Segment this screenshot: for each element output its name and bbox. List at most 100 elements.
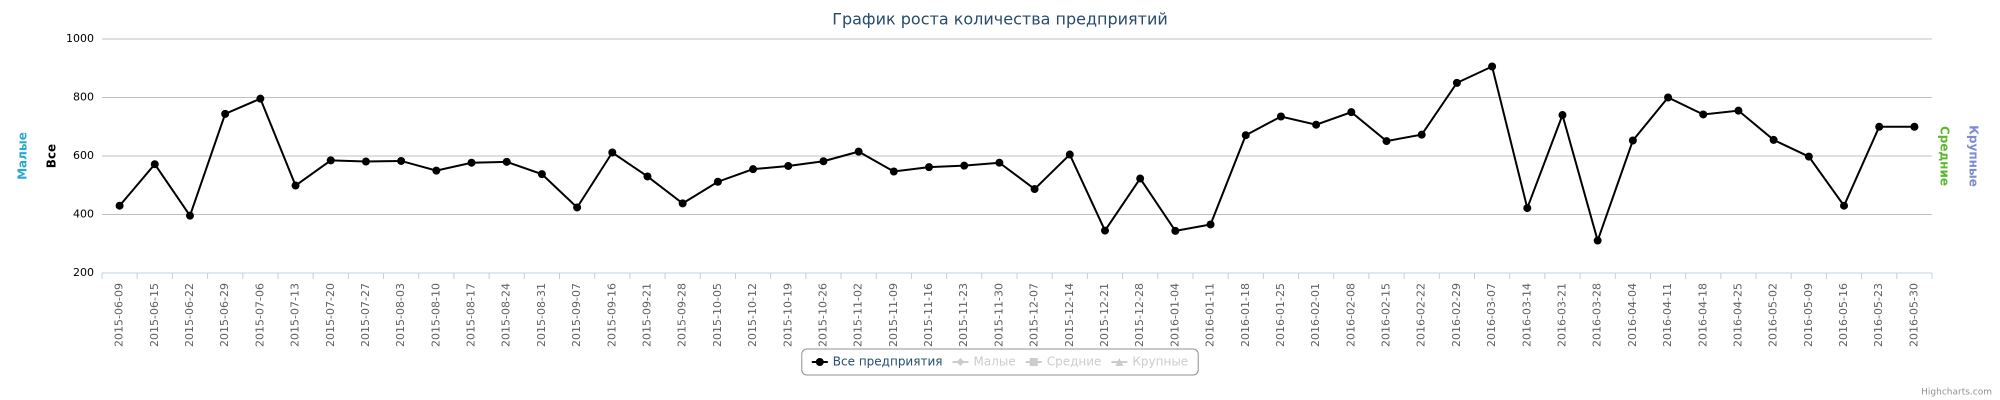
- x-tick-label: 2016-04-18: [1696, 283, 1709, 347]
- x-tick-label: 2016-03-14: [1520, 283, 1533, 347]
- x-tick-label: 2016-02-08: [1344, 283, 1357, 347]
- legend-item[interactable]: Все предприятия: [833, 355, 943, 369]
- data-point: [1734, 106, 1743, 115]
- data-point: [713, 177, 722, 186]
- data-point: [1347, 108, 1356, 117]
- x-tick-label: 2015-08-10: [429, 283, 442, 347]
- y-axis-title: Крупные: [1967, 125, 1981, 187]
- data-point: [1875, 122, 1884, 131]
- x-tick-label: 2015-10-12: [746, 283, 759, 347]
- x-tick-label: 2015-09-16: [605, 283, 618, 347]
- x-tick-label: 2015-10-19: [781, 283, 794, 347]
- y-axis-title: Все: [45, 144, 59, 168]
- data-point: [467, 158, 476, 167]
- data-point: [819, 157, 828, 166]
- data-point: [995, 158, 1004, 167]
- legend-item[interactable]: Крупные: [1132, 355, 1188, 369]
- y-tick-label: 800: [73, 91, 94, 104]
- legend-item[interactable]: Малые: [973, 355, 1015, 369]
- data-point: [784, 161, 793, 170]
- data-point: [1628, 136, 1637, 145]
- legend-symbol: [815, 358, 824, 366]
- x-tick-label: 2015-11-09: [887, 283, 900, 347]
- y-axis-title: Малые: [16, 132, 30, 180]
- x-tick-label: 2015-11-16: [922, 283, 935, 347]
- data-point: [1664, 93, 1673, 102]
- legend-box: [801, 348, 1199, 376]
- y-tick-label: 1000: [66, 32, 94, 45]
- credit[interactable]: Highcharts.com: [1921, 388, 1992, 398]
- x-tick-label: 2016-03-07: [1485, 283, 1498, 347]
- data-point: [608, 148, 617, 157]
- data-point: [1699, 110, 1708, 119]
- data-point: [643, 172, 652, 181]
- x-tick-label: 2016-02-22: [1415, 283, 1428, 347]
- x-tick-label: 2015-07-13: [289, 283, 302, 347]
- x-tick-label: 2015-06-22: [183, 283, 196, 347]
- data-point: [960, 161, 969, 170]
- x-tick-label: 2016-05-09: [1802, 283, 1815, 347]
- x-tick-label: 2015-06-29: [218, 283, 231, 347]
- x-tick-label: 2015-12-07: [1028, 283, 1041, 347]
- data-point: [889, 167, 898, 176]
- data-point: [1488, 62, 1497, 71]
- data-point: [115, 201, 124, 210]
- legend-item[interactable]: Средние: [1047, 355, 1102, 369]
- data-point: [678, 199, 687, 208]
- data-point: [1910, 122, 1919, 131]
- data-point: [291, 181, 300, 190]
- x-tick-label: 2015-06-15: [148, 283, 161, 347]
- chart-title: График роста количества предприятий: [832, 10, 1168, 29]
- x-tick-label: 2016-04-04: [1626, 283, 1639, 347]
- x-tick-label: 2015-11-30: [992, 283, 1005, 347]
- data-point: [1452, 78, 1461, 87]
- x-tick-label: 2015-11-23: [957, 283, 970, 347]
- data-point: [1241, 131, 1250, 140]
- data-point: [185, 211, 194, 220]
- y-axis-title: Средние: [1938, 126, 1952, 186]
- x-tick-label: 2015-09-28: [676, 283, 689, 347]
- data-point: [1136, 174, 1145, 183]
- x-tick-label: 2016-01-04: [1168, 283, 1181, 347]
- data-point: [1417, 130, 1426, 139]
- x-tick-label: 2015-07-27: [359, 283, 372, 347]
- x-tick-label: 2015-12-21: [1098, 283, 1111, 347]
- legend-symbol: [1115, 358, 1124, 366]
- x-tick-label: 2015-10-05: [711, 283, 724, 347]
- x-tick-label: 2016-04-11: [1661, 283, 1674, 347]
- x-tick-label: 2016-05-23: [1872, 283, 1885, 347]
- data-point: [1100, 226, 1109, 235]
- x-tick-label: 2016-05-16: [1837, 283, 1850, 347]
- x-tick-label: 2015-09-07: [570, 283, 583, 347]
- data-point: [1065, 150, 1074, 159]
- x-tick-label: 2016-03-28: [1591, 283, 1604, 347]
- data-point: [1558, 111, 1567, 120]
- data-point: [150, 160, 159, 169]
- x-tick-label: 2015-12-28: [1133, 283, 1146, 347]
- x-tick-label: 2015-06-09: [113, 283, 126, 347]
- legend-symbol: [956, 358, 965, 366]
- x-tick-label: 2016-05-02: [1767, 283, 1780, 347]
- data-point: [573, 203, 582, 212]
- x-tick-label: 2016-01-25: [1274, 283, 1287, 347]
- data-point: [361, 157, 370, 166]
- x-tick-label: 2016-03-21: [1555, 283, 1568, 347]
- x-tick-label: 2015-10-26: [816, 283, 829, 347]
- x-tick-label: 2016-05-30: [1907, 283, 1920, 347]
- data-point: [256, 94, 265, 103]
- x-tick-label: 2015-08-17: [465, 283, 478, 347]
- data-point: [1312, 120, 1321, 129]
- x-tick-label: 2015-08-24: [500, 283, 513, 347]
- data-point: [1593, 236, 1602, 245]
- data-point: [1276, 112, 1285, 121]
- x-tick-label: 2015-07-20: [324, 283, 337, 347]
- data-point: [925, 163, 934, 172]
- x-tick-label: 2015-08-31: [535, 283, 548, 347]
- x-tick-label: 2015-11-02: [852, 283, 865, 347]
- data-point: [1769, 135, 1778, 144]
- series-line: [118, 65, 1915, 244]
- y-tick-label: 600: [73, 149, 94, 162]
- x-tick-label: 2016-01-11: [1204, 283, 1217, 347]
- x-tick-label: 2015-09-21: [640, 283, 653, 347]
